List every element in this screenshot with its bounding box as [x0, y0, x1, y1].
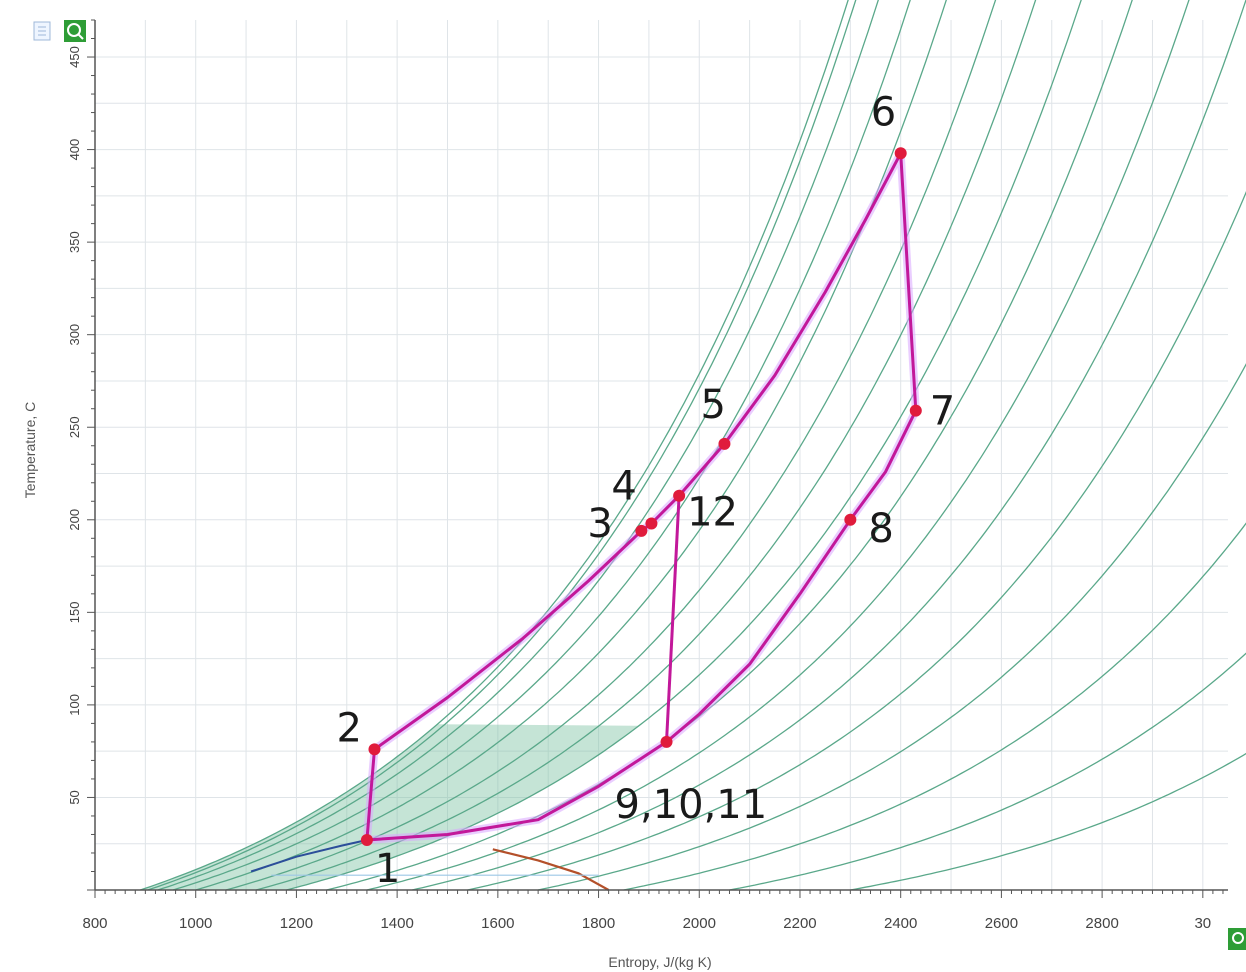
cycle-point-label: 2: [336, 705, 361, 751]
cycle-point: [844, 514, 856, 526]
x-tick-label: 2400: [884, 915, 917, 932]
x-tick-label: 2200: [783, 915, 816, 932]
x-tick-label: 2800: [1085, 915, 1118, 932]
y-tick-label: 150: [67, 601, 82, 623]
cycle-point: [895, 147, 907, 159]
zoom-icon-corner[interactable]: [1228, 928, 1246, 950]
cycle-point-label: 4: [611, 463, 636, 509]
x-tick-label: 1000: [179, 915, 212, 932]
y-tick-label: 250: [67, 416, 82, 438]
cycle-point-label: 9,10,11: [615, 782, 768, 828]
zoom-icon[interactable]: [64, 20, 86, 42]
x-tick-label: 1800: [582, 915, 615, 932]
y-tick-label: 200: [67, 509, 82, 531]
cycle-point-label: 7: [930, 389, 955, 435]
cycle-point-label: 6: [871, 89, 896, 135]
x-tick-label: 2600: [985, 915, 1018, 932]
y-tick-label: 100: [67, 694, 82, 716]
cycle-point-label: 12: [687, 490, 738, 536]
x-tick-label: 800: [82, 915, 107, 932]
cycle-point-label: 3: [587, 501, 612, 547]
cycle-point-label: 8: [868, 506, 893, 552]
x-axis-title: Entropy, J/(kg K): [608, 954, 711, 970]
y-tick-label: 50: [67, 790, 82, 804]
y-axis-title: Temperature, C: [22, 402, 38, 498]
x-tick-label: 1600: [481, 915, 514, 932]
y-tick-label: 350: [67, 231, 82, 253]
x-tick-label: 2000: [683, 915, 716, 932]
cycle-point: [645, 517, 657, 529]
x-tick-label: 30: [1194, 915, 1211, 932]
cycle-point: [635, 525, 647, 537]
cycle-point: [910, 405, 922, 417]
cycle-point: [361, 834, 373, 846]
cycle-point: [368, 743, 380, 755]
x-tick-label: 1200: [280, 915, 313, 932]
cycle-point-label: 1: [375, 846, 400, 892]
x-tick-label: 1400: [380, 915, 413, 932]
cycle-point: [673, 490, 685, 502]
y-tick-label: 450: [67, 46, 82, 68]
fit-icon[interactable]: [34, 22, 50, 40]
cycle-point-label: 5: [700, 382, 725, 428]
y-tick-label: 300: [67, 324, 82, 346]
cycle-point: [661, 736, 673, 748]
y-tick-label: 400: [67, 139, 82, 161]
cycle-point: [718, 438, 730, 450]
